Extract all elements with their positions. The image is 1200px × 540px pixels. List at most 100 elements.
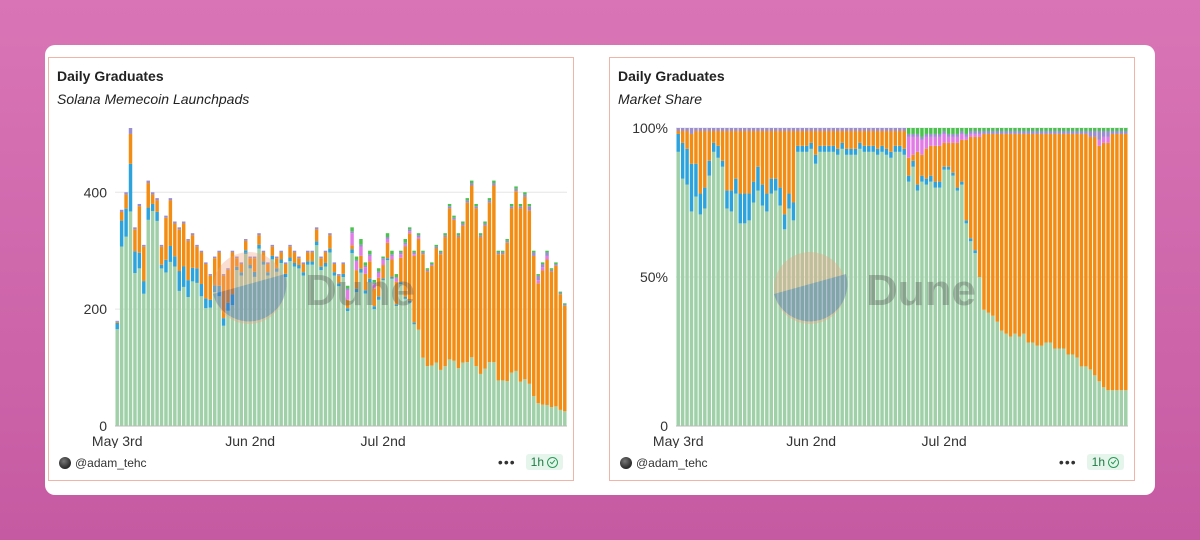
bar-segment-lime[interactable] [1079,128,1084,131]
bar-segment-lime[interactable] [1124,128,1128,131]
bar-segment-purple[interactable] [742,128,747,131]
bar-segment-blue[interactable] [734,178,738,194]
bar-segment-orange[interactable] [478,237,483,374]
bar-segment-orange[interactable] [831,130,836,146]
bar-segment-purple[interactable] [133,227,137,230]
bar-segment-purple[interactable] [536,275,540,281]
bar-segment-purple[interactable] [208,274,213,276]
bar-segment-blue[interactable] [297,265,301,269]
bar-segment-lime[interactable] [1044,128,1048,131]
bar-segment-green[interactable] [1035,345,1039,426]
bar-segment-orange[interactable] [390,259,394,277]
bar-segment-lime[interactable] [1093,128,1097,131]
bar-segment-purple[interactable] [707,128,711,131]
bar-segment-lime[interactable] [942,128,946,131]
bar-segment-green[interactable] [159,268,164,426]
bar-segment-green[interactable] [1115,390,1119,426]
bar-segment-purple[interactable] [452,217,456,220]
bar-segment-orange[interactable] [960,139,964,182]
bar-segment-lime[interactable] [461,221,465,224]
bar-segment-green[interactable] [742,223,747,426]
bar-segment-purple[interactable] [778,128,782,131]
bar-segment-orange[interactable] [407,233,412,301]
bar-segment-purple[interactable] [487,200,492,203]
bar-segment-orange[interactable] [341,264,345,274]
bar-segment-lime[interactable] [964,128,968,134]
bar-segment-green[interactable] [288,261,292,426]
bar-segment-purple[interactable] [434,246,439,249]
bar-segment-lime[interactable] [1088,128,1093,131]
bar-segment-lime[interactable] [385,233,390,238]
bar-segment-lime[interactable] [505,239,509,241]
bar-segment-orange[interactable] [902,130,906,149]
bar-segment-purple[interactable] [991,130,995,134]
bar-segment-purple[interactable] [760,128,765,131]
bar-segment-blue[interactable] [181,266,186,287]
bar-segment-orange[interactable] [1088,136,1093,370]
bar-segment-purple[interactable] [747,128,751,131]
bar-segment-magenta[interactable] [1106,136,1110,143]
bar-segment-purple[interactable] [337,274,341,276]
bar-segment-blue[interactable] [769,178,774,194]
bar-segment-purple[interactable] [465,200,470,203]
bar-segment-orange[interactable] [986,133,991,313]
bar-segment-blue[interactable] [707,160,711,176]
bar-segment-green[interactable] [164,272,168,426]
bar-segment-orange[interactable] [527,210,532,384]
bar-segment-blue[interactable] [924,178,929,185]
bar-segment-green[interactable] [800,151,805,426]
bar-segment-green[interactable] [1013,333,1017,426]
bar-segment-lime[interactable] [558,291,563,293]
bar-segment-orange[interactable] [1035,133,1039,346]
bar-segment-purple[interactable] [1048,130,1053,134]
bar-segment-orange[interactable] [1093,136,1097,376]
bar-segment-magenta[interactable] [354,261,359,271]
bar-segment-green[interactable] [1079,366,1084,426]
bar-segment-purple[interactable] [751,128,756,131]
bar-segment-purple[interactable] [438,252,443,255]
bar-segment-blue[interactable] [186,280,190,297]
bar-segment-blue[interactable] [412,322,416,325]
bar-segment-green[interactable] [906,181,911,426]
bar-segment-blue[interactable] [226,302,230,311]
bar-segment-lime[interactable] [536,274,540,276]
bar-segment-magenta[interactable] [960,133,964,140]
bar-segment-purple[interactable] [483,223,487,226]
bar-segment-green[interactable] [514,370,518,426]
bar-segment-blue[interactable] [244,250,248,254]
bar-segment-orange[interactable] [310,252,314,262]
bar-segment-orange[interactable] [796,130,800,146]
bar-segment-green[interactable] [915,190,920,426]
bar-segment-purple[interactable] [880,128,884,131]
bar-segment-lime[interactable] [1066,128,1070,131]
bar-segment-purple[interactable] [809,128,813,131]
bar-segment-purple[interactable] [345,288,350,290]
bar-segment-orange[interactable] [514,191,518,371]
bar-segment-green[interactable] [827,151,831,426]
bar-segment-green[interactable] [720,166,725,427]
bar-segment-orange[interactable] [765,130,769,194]
bar-segment-green[interactable] [407,302,412,426]
bar-segment-purple[interactable] [1119,130,1124,134]
bar-segment-green[interactable] [496,380,501,426]
bar-segment-blue[interactable] [902,148,906,155]
bar-segment-purple[interactable] [261,250,266,253]
bar-segment-purple[interactable] [385,237,390,239]
bar-segment-lime[interactable] [443,233,447,236]
bar-segment-magenta[interactable] [350,233,354,246]
bar-segment-green[interactable] [773,190,778,426]
bar-segment-orange[interactable] [769,130,774,179]
bar-segment-purple[interactable] [128,128,133,134]
bar-segment-blue[interactable] [332,272,337,276]
bar-segment-green[interactable] [549,407,554,426]
bar-segment-magenta[interactable] [977,133,982,137]
bar-segment-lime[interactable] [403,239,407,243]
bar-segment-purple[interactable] [1115,130,1119,134]
bar-segment-lime[interactable] [350,227,354,232]
bar-segment-purple[interactable] [898,128,902,131]
bar-segment-purple[interactable] [381,258,385,260]
bar-segment-magenta[interactable] [933,136,937,146]
bar-segment-purple[interactable] [769,128,774,131]
bar-segment-lime[interactable] [438,250,443,253]
bar-segment-magenta[interactable] [416,237,421,239]
